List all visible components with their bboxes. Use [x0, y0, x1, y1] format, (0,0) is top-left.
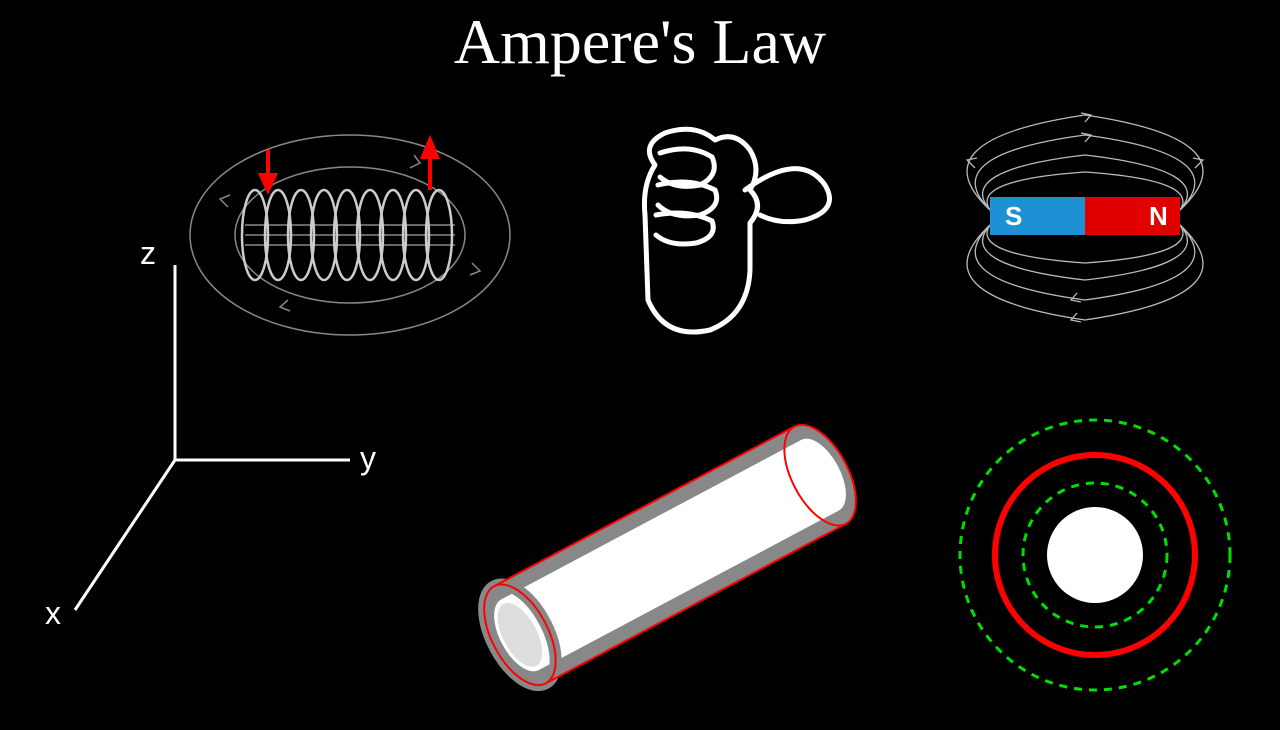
cross-section-diagram — [935, 395, 1255, 715]
solenoid-diagram — [160, 95, 580, 415]
magnet-north-label: N — [1149, 201, 1168, 231]
axis-x-label: x — [45, 595, 61, 632]
magnet-south-label: S — [1005, 201, 1022, 231]
cylinder-diagram — [420, 380, 920, 730]
axis-y-label: y — [360, 440, 376, 477]
axis-z-label: z — [140, 235, 156, 272]
right-hand-icon — [600, 95, 860, 355]
bar-magnet-diagram: S N — [895, 80, 1275, 360]
